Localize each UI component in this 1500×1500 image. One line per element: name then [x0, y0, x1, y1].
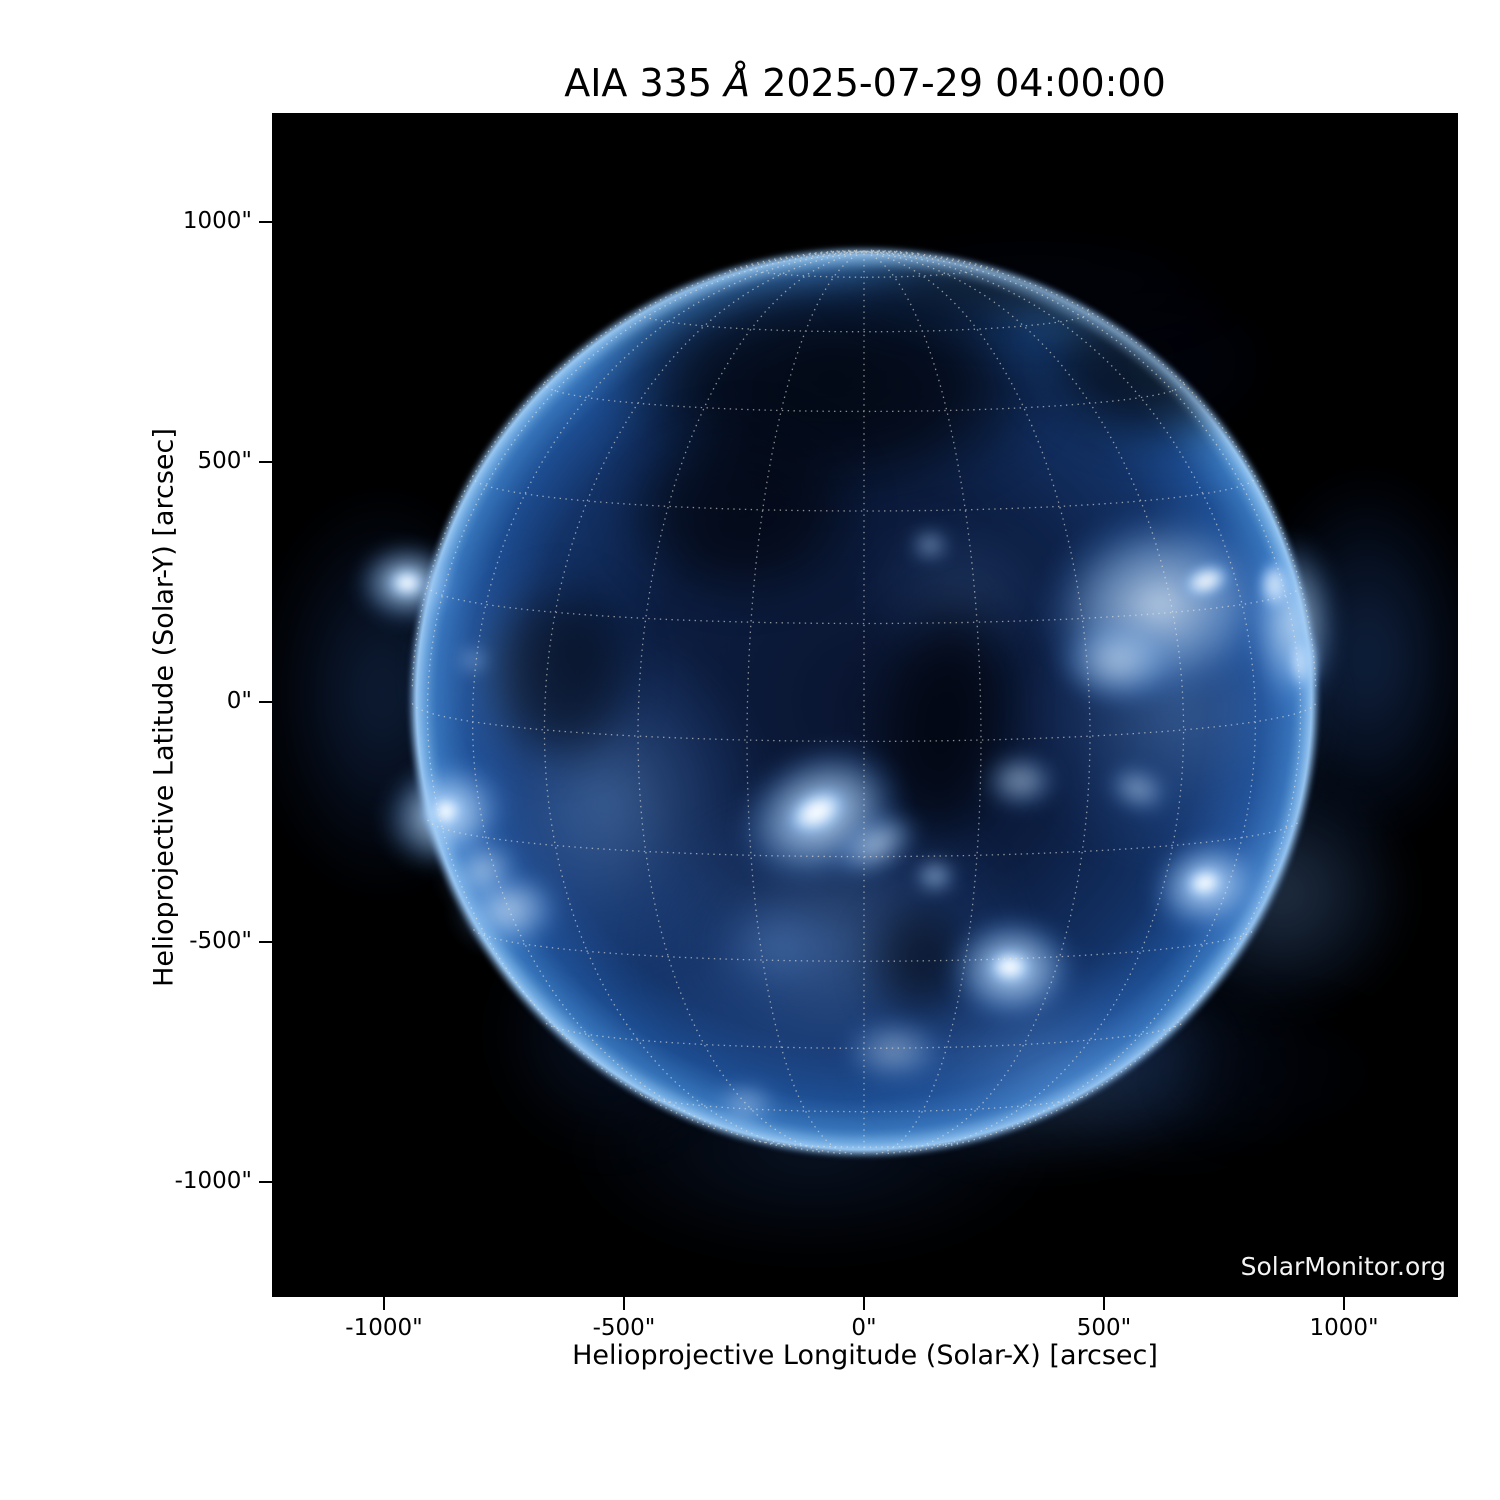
active-region-glow	[967, 741, 1073, 821]
coronal-glow	[687, 875, 867, 1015]
coronal-dark-region	[772, 218, 1292, 348]
title-datetime: 2025-07-29 04:00:00	[750, 61, 1166, 105]
y-tick-mark	[259, 941, 272, 943]
coronal-dark-region	[532, 218, 1132, 538]
corona-haze	[279, 147, 1449, 1257]
x-tick-mark	[1103, 1297, 1105, 1310]
coronal-dark-region	[455, 543, 665, 803]
coronal-glow	[782, 913, 1302, 1213]
coronal-glow	[1107, 728, 1457, 1058]
y-tick-label: 0"	[226, 688, 252, 714]
corona-haze	[447, 868, 767, 1198]
x-tick-mark	[863, 1297, 865, 1310]
corona-haze	[472, 998, 1152, 1297]
corona-haze	[272, 413, 547, 973]
active-region-glow	[1112, 801, 1302, 969]
corona-haze	[1217, 398, 1458, 918]
active-region-glow	[434, 851, 584, 967]
active-region-glow	[1227, 500, 1357, 750]
y-tick-label: -500"	[189, 928, 252, 954]
active-region-glow	[410, 804, 554, 936]
active-region-glow	[452, 644, 494, 676]
active-region-glow	[1085, 744, 1191, 834]
x-tick-label: 500"	[1076, 1315, 1132, 1341]
coronal-dark-region	[847, 876, 997, 1046]
title-angstrom-symbol: Å	[724, 61, 751, 105]
x-axis-label: Helioprojective Longitude (Solar-X) [arc…	[572, 1340, 1158, 1371]
watermark: SolarMonitor.org	[1240, 1252, 1446, 1281]
y-tick-label: -1000"	[174, 1168, 252, 1194]
coronal-glow	[392, 563, 822, 1043]
coronal-glow	[822, 483, 1102, 703]
active-region-core	[1282, 621, 1324, 703]
coronal-glow	[957, 488, 1397, 928]
active-region-glow	[337, 528, 477, 638]
coronal-glow	[562, 728, 1102, 1158]
coronal-dark-region	[577, 383, 907, 633]
y-tick-label: 500"	[197, 448, 252, 474]
active-region-core	[404, 776, 484, 848]
solar-limb	[408, 246, 1320, 1158]
x-tick-label: 0"	[851, 1315, 877, 1341]
figure-title: AIA 335 Å 2025-07-29 04:00:00	[272, 61, 1458, 106]
y-tick-label: 1000"	[182, 208, 252, 234]
active-region-core	[1251, 549, 1299, 621]
corona-haze	[962, 923, 1382, 1203]
active-region-core	[760, 762, 874, 862]
active-region-core	[1163, 545, 1249, 617]
active-region-glow	[904, 525, 956, 565]
y-tick-mark	[259, 461, 272, 463]
coronal-dark-region	[819, 530, 1069, 916]
coronal-dark-region	[982, 248, 1322, 478]
x-tick-label: 1000"	[1309, 1315, 1379, 1341]
y-tick-mark	[259, 701, 272, 703]
active-region-glow	[819, 1002, 969, 1098]
x-tick-mark	[623, 1297, 625, 1310]
active-region-glow	[969, 442, 1351, 768]
grid-lines	[411, 249, 1317, 1155]
x-tick-label: -1000"	[345, 1315, 423, 1341]
y-tick-mark	[259, 221, 272, 223]
x-tick-mark	[383, 1297, 385, 1310]
coronal-dark-region	[1132, 988, 1422, 1158]
active-region-core	[380, 562, 434, 604]
active-region-glow	[673, 681, 967, 947]
solar-disk	[412, 250, 1316, 1154]
title-instrument: AIA 335	[564, 61, 725, 105]
active-region-core	[1168, 851, 1242, 915]
coronal-glow	[382, 498, 632, 848]
active-region-core	[976, 941, 1044, 993]
active-region-glow	[800, 779, 952, 909]
active-region-glow	[697, 1071, 793, 1137]
x-tick-label: -500"	[592, 1315, 656, 1341]
heliographic-grid-overlay	[411, 249, 1317, 1155]
active-region-glow	[335, 712, 557, 916]
active-region-glow	[907, 854, 963, 898]
solar-image: SolarMonitor.org	[272, 113, 1458, 1297]
active-region-glow	[1032, 598, 1202, 724]
y-tick-mark	[259, 1181, 272, 1183]
active-region-glow	[922, 894, 1102, 1044]
x-tick-mark	[1343, 1297, 1345, 1310]
